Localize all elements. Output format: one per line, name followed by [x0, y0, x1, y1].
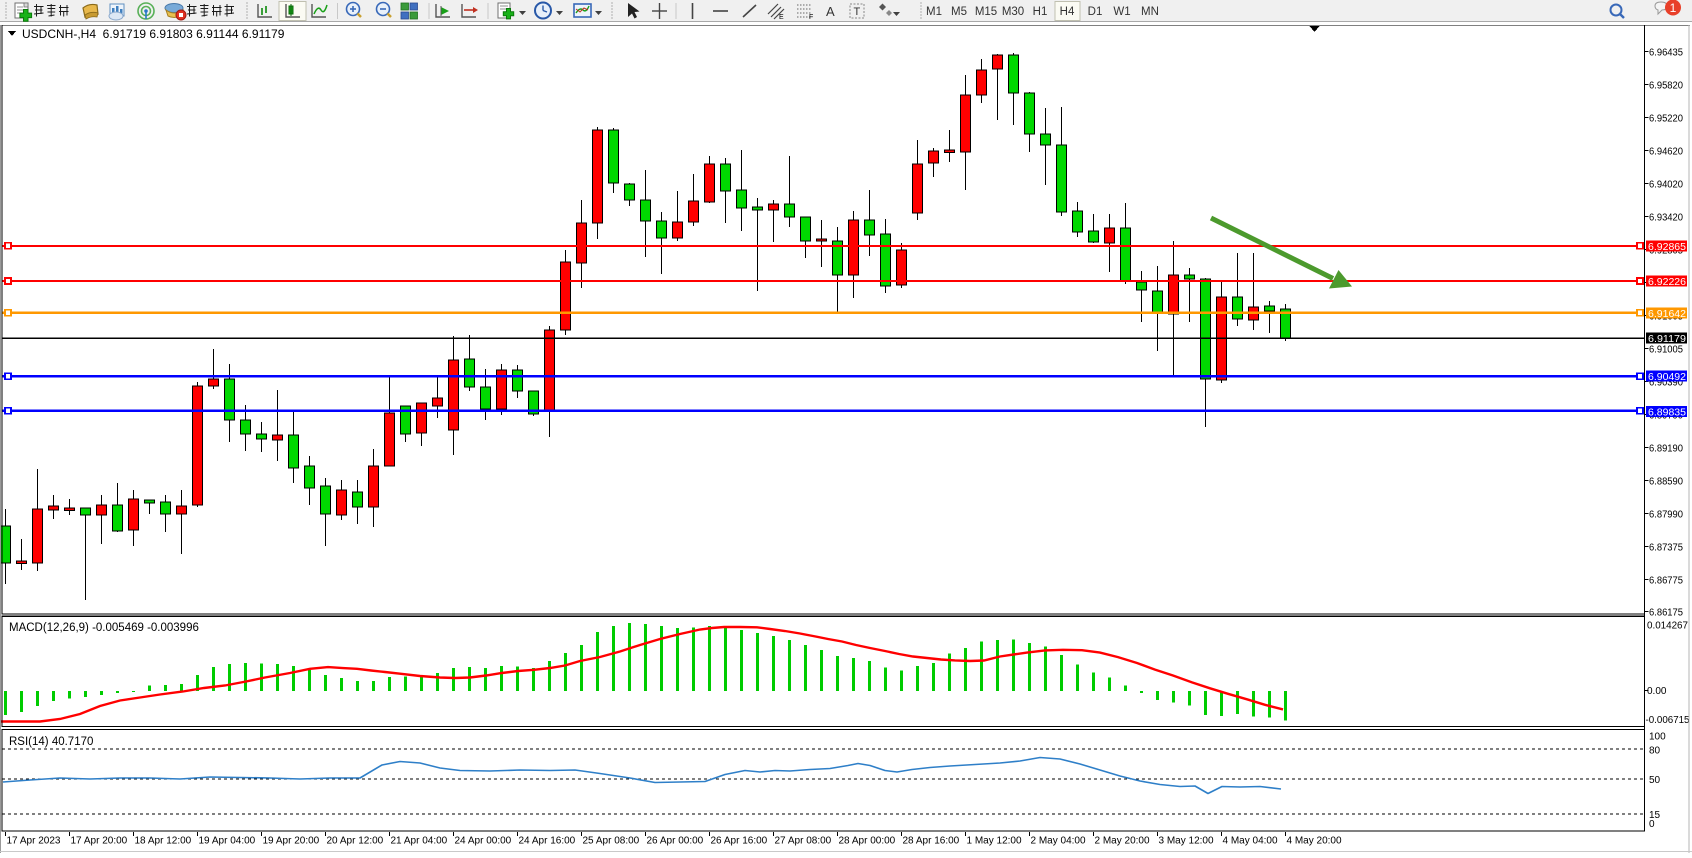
- svg-text:28 Apr 16:00: 28 Apr 16:00: [903, 836, 960, 847]
- svg-text:-0.006715: -0.006715: [1646, 715, 1690, 726]
- svg-text:H1: H1: [1033, 6, 1048, 18]
- svg-text:26 Apr 16:00: 26 Apr 16:00: [711, 836, 768, 847]
- svg-text:0: 0: [1649, 819, 1655, 830]
- svg-text:4 May 20:00: 4 May 20:00: [1287, 836, 1342, 847]
- svg-text:1: 1: [1670, 1, 1677, 15]
- svg-text:6.87375: 6.87375: [1649, 542, 1683, 553]
- svg-text:USDCNH-,H4 6.91719 6.91803 6.: USDCNH-,H4 6.91719 6.91803 6.91144 6.911…: [22, 27, 285, 41]
- svg-text:E: E: [779, 14, 784, 21]
- svg-text:M15: M15: [975, 6, 997, 18]
- svg-text:50: 50: [1649, 775, 1661, 786]
- svg-text:W1: W1: [1113, 6, 1130, 18]
- svg-text:6.87990: 6.87990: [1649, 509, 1683, 520]
- svg-text:MN: MN: [1141, 6, 1159, 18]
- svg-text:19 Apr 04:00: 19 Apr 04:00: [199, 836, 256, 847]
- svg-text:6.91642: 6.91642: [1648, 309, 1686, 320]
- svg-text:6.92865: 6.92865: [1648, 242, 1686, 253]
- svg-text:M1: M1: [926, 6, 942, 18]
- svg-text:6.90492: 6.90492: [1648, 372, 1686, 383]
- svg-text:6.91005: 6.91005: [1649, 344, 1683, 355]
- svg-text:6.93420: 6.93420: [1649, 212, 1683, 223]
- svg-text:20 Apr 12:00: 20 Apr 12:00: [327, 836, 384, 847]
- svg-text:6.94020: 6.94020: [1649, 179, 1683, 190]
- svg-text:6.95820: 6.95820: [1649, 80, 1683, 91]
- svg-text:6.92226: 6.92226: [1648, 277, 1686, 288]
- svg-text:6.90390: 6.90390: [1649, 377, 1683, 388]
- svg-text:6.89190: 6.89190: [1649, 443, 1683, 454]
- svg-text:T: T: [854, 6, 861, 18]
- svg-text:6.94620: 6.94620: [1649, 146, 1683, 157]
- svg-text:0.00: 0.00: [1647, 686, 1667, 697]
- svg-text:6.86775: 6.86775: [1649, 575, 1683, 586]
- svg-text:0.014267: 0.014267: [1647, 621, 1688, 632]
- svg-text:3 May 12:00: 3 May 12:00: [1159, 836, 1214, 847]
- svg-text:17 Apr 2023: 17 Apr 2023: [7, 836, 61, 847]
- svg-text:19 Apr 20:00: 19 Apr 20:00: [263, 836, 320, 847]
- svg-text:17 Apr 20:00: 17 Apr 20:00: [71, 836, 128, 847]
- svg-text:6.88590: 6.88590: [1649, 476, 1683, 487]
- svg-text:6.95220: 6.95220: [1649, 113, 1683, 124]
- svg-text:6.86175: 6.86175: [1649, 607, 1683, 618]
- svg-text:25 Apr 08:00: 25 Apr 08:00: [583, 836, 640, 847]
- svg-text:80: 80: [1649, 745, 1661, 756]
- svg-text:D1: D1: [1088, 6, 1103, 18]
- svg-text:28 Apr 00:00: 28 Apr 00:00: [839, 836, 896, 847]
- svg-text:MACD(12,26,9) -0.005469 -0.003: MACD(12,26,9) -0.005469 -0.003996: [9, 622, 199, 634]
- svg-text:H4: H4: [1060, 6, 1075, 18]
- svg-text:4 May 04:00: 4 May 04:00: [1223, 836, 1278, 847]
- svg-text:A: A: [826, 4, 835, 19]
- svg-text:F: F: [809, 14, 813, 21]
- svg-text:2 May 20:00: 2 May 20:00: [1095, 836, 1150, 847]
- svg-text:27 Apr 08:00: 27 Apr 08:00: [775, 836, 832, 847]
- svg-text:26 Apr 00:00: 26 Apr 00:00: [647, 836, 704, 847]
- svg-text:21 Apr 04:00: 21 Apr 04:00: [391, 836, 448, 847]
- svg-text:18 Apr 12:00: 18 Apr 12:00: [135, 836, 192, 847]
- svg-text:6.91179: 6.91179: [1648, 334, 1686, 345]
- svg-text:1 May 12:00: 1 May 12:00: [967, 836, 1022, 847]
- svg-text:RSI(14) 40.7170: RSI(14) 40.7170: [9, 736, 93, 748]
- svg-text:M30: M30: [1002, 6, 1024, 18]
- svg-text:M5: M5: [951, 6, 967, 18]
- svg-text:100: 100: [1649, 732, 1666, 743]
- svg-text:6.89835: 6.89835: [1648, 408, 1686, 419]
- svg-text:24 Apr 16:00: 24 Apr 16:00: [519, 836, 576, 847]
- svg-text:2 May 04:00: 2 May 04:00: [1031, 836, 1086, 847]
- svg-text:15: 15: [1649, 810, 1661, 821]
- svg-text:6.96435: 6.96435: [1649, 47, 1683, 58]
- svg-text:24 Apr 00:00: 24 Apr 00:00: [455, 836, 512, 847]
